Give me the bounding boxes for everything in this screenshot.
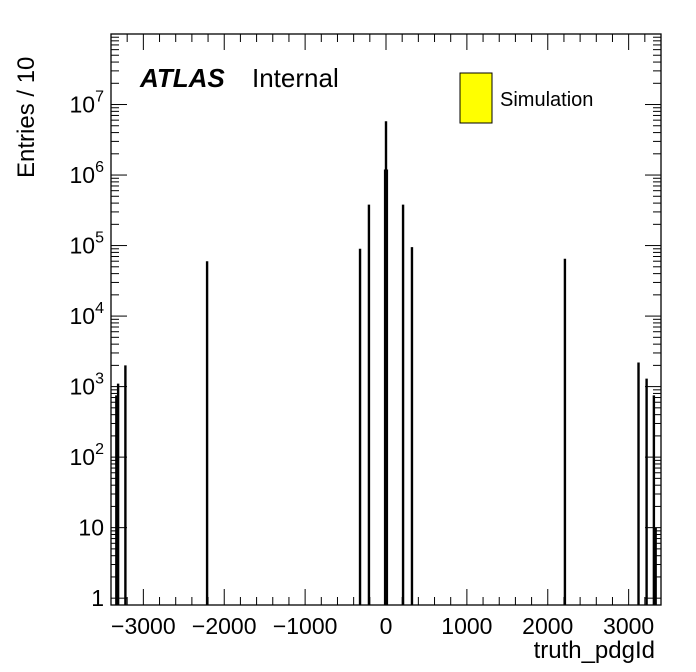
x-tick-labels: −3000 −2000 −1000 0 1000 2000 3000 [111,613,654,639]
y-tick-label: 103 [70,371,105,400]
x-tick-label: 2000 [522,613,573,639]
y-tick-label: 106 [70,159,105,188]
x-tick-label: 3000 [603,613,654,639]
histogram-bars [115,121,657,605]
y-tick-label: 105 [70,230,105,259]
x-tick-label: −1000 [273,613,338,639]
y-tick-label: 1 [91,585,104,611]
atlas-sublabel: Internal [252,63,339,93]
x-axis-title: truth_pdgId [534,637,655,664]
y-axis-title: Entries / 10 [13,57,40,178]
y-tick-labels: 1 10 102 103 104 105 106 107 [70,89,105,612]
x-tick-label: 1000 [441,613,492,639]
axis-ticks [110,34,662,605]
y-tick-label: 104 [70,300,105,329]
y-tick-label: 10 [78,515,104,541]
y-tick-label: 107 [70,89,105,118]
x-tick-label: −2000 [192,613,257,639]
atlas-label: ATLAS [139,63,225,93]
y-tick-label: 102 [70,441,105,470]
x-tick-label: −3000 [111,613,176,639]
x-tick-label: 0 [380,613,393,639]
legend-swatch [459,72,493,124]
legend-label: Simulation [500,89,593,111]
